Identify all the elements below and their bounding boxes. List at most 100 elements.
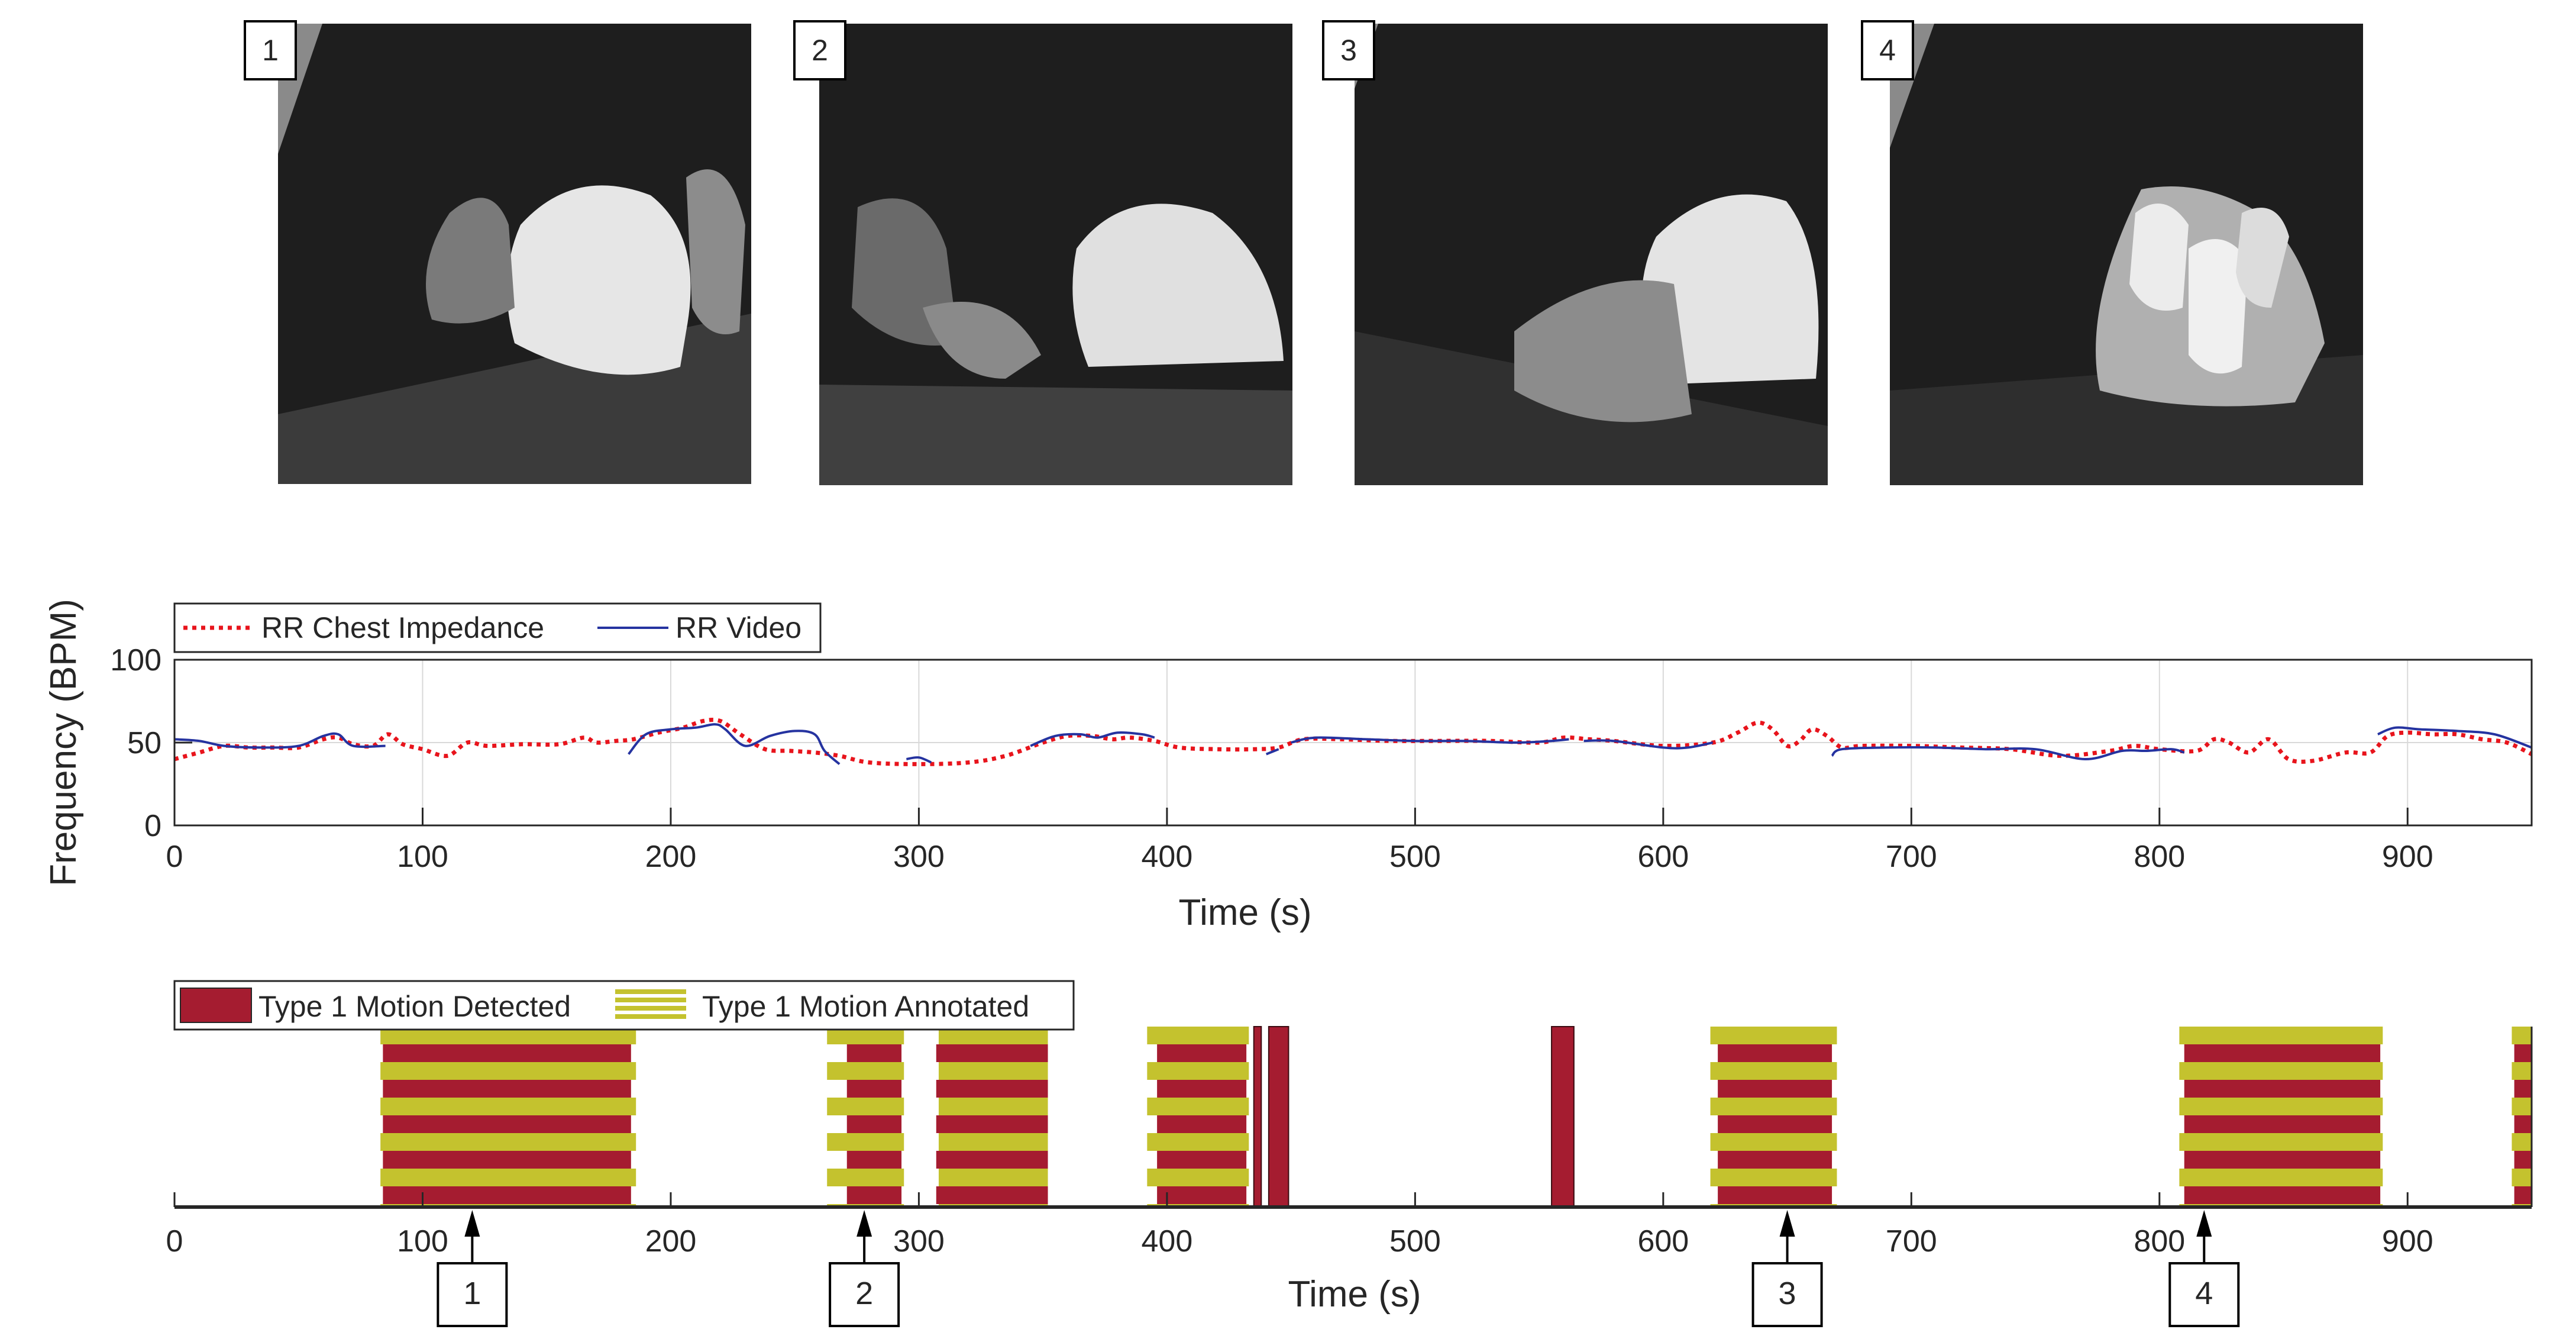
motion-annotated-stripe	[1147, 1169, 1249, 1186]
legend-label-chest: RR Chest Impedance	[261, 611, 544, 644]
line-rr-video-segment	[906, 756, 932, 764]
motion-annotated-stripe	[827, 1098, 904, 1115]
panel-floor	[819, 385, 1292, 485]
infant-limb	[686, 169, 745, 334]
x-axis-ticks: 0 100 200 300 400 500 600 700 800 900	[166, 808, 2433, 874]
x-tick-label: 600	[1637, 840, 1689, 874]
motion-detected-stripe	[1718, 1186, 1832, 1204]
x-tick-label: 200	[645, 1224, 697, 1259]
motion-annotated-stripe	[2179, 1133, 2383, 1151]
y-axis-ticks: 0 50 100	[110, 643, 192, 843]
motion-annotated-stripe	[1147, 1098, 1249, 1115]
x-tick-label: 100	[397, 840, 448, 874]
motion-detected-stripe	[846, 1044, 902, 1062]
infant-limb	[426, 198, 515, 324]
marker-label: 4	[2195, 1276, 2213, 1311]
motion-detected-stripe	[1718, 1044, 1832, 1062]
x-tick-label: 0	[166, 840, 183, 874]
legend-annotated-stripe	[615, 998, 686, 1002]
motion-detected-stripe	[936, 1115, 1048, 1133]
motion-detected-stripe	[383, 1044, 631, 1062]
line-rr-video-segment	[2377, 726, 2532, 749]
thermal-panels: 1 2 3 4	[244, 20, 2363, 485]
time-markers: 1 2 3 4	[437, 1210, 2240, 1327]
line-rr-video-segment	[1265, 748, 1279, 756]
motion-detected-stripe	[1157, 1044, 1247, 1062]
motion-annotated-stripe	[938, 1062, 1048, 1080]
x-axis-label: Time (s)	[1179, 892, 1312, 933]
marker-arrow-head	[1779, 1210, 1795, 1237]
motion-detected-stripe	[2514, 1186, 2532, 1204]
panel-label: 2	[812, 34, 828, 67]
x-tick-label: 300	[893, 840, 945, 874]
motion-annotated-stripe	[2512, 1027, 2532, 1044]
x-tick-label: 900	[2382, 1224, 2433, 1259]
motion-annotated-stripe	[1710, 1098, 1837, 1115]
x-axis-label: Time (s)	[1288, 1274, 1421, 1315]
motion-annotated-stripe	[938, 1169, 1048, 1186]
motion-annotated-stripe	[1710, 1062, 1837, 1080]
x-tick-label: 400	[1142, 840, 1193, 874]
infant-body	[1072, 204, 1284, 367]
motion-annotated-stripe	[380, 1062, 636, 1080]
motion-annotated-stripe	[827, 1062, 904, 1080]
series-rr-chest-impedance	[174, 717, 2533, 766]
marker-arrow-head	[856, 1210, 872, 1237]
motion-detected-stripe	[2184, 1115, 2381, 1133]
legend: Type 1 Motion Detected Type 1 Motion Ann…	[173, 980, 1075, 1031]
x-tick-label: 500	[1389, 1224, 1441, 1259]
motion-annotated-stripe	[2179, 1062, 2383, 1080]
motion-detected-stripe	[383, 1151, 631, 1169]
legend-label-detected: Type 1 Motion Detected	[258, 990, 571, 1023]
motion-annotated-stripe	[2512, 1062, 2532, 1080]
motion-detected-stripe	[2184, 1080, 2381, 1098]
respiratory-rate-chart: 0 100 200 300 400 500 600 700 800 900 0 50 100 Time…	[43, 599, 2533, 933]
panel-label-box	[244, 20, 297, 80]
infant-body	[507, 185, 691, 375]
motion-annotated-stripe	[1710, 1133, 1837, 1151]
line-rr-video-segment	[1831, 746, 2185, 761]
legend-annotated-stripe	[615, 1014, 686, 1019]
thermal-image-panel-3: 3	[1322, 20, 1828, 485]
motion-annotated-stripe	[1710, 1169, 1837, 1186]
x-tick-label: 800	[2134, 1224, 2185, 1259]
legend-label-annotated: Type 1 Motion Annotated	[702, 990, 1029, 1023]
motion-annotated-stripe	[1147, 1133, 1249, 1151]
marker-box	[1751, 1262, 1823, 1327]
motion-detected-stripe	[846, 1080, 902, 1098]
series-type1-motion-detected	[383, 1026, 2532, 1208]
motion-detected-stripe	[1157, 1186, 1247, 1204]
legend: RR Chest Impedance RR Video	[173, 602, 822, 653]
motion-annotated-stripe	[380, 1169, 636, 1186]
y-tick-label: 0	[144, 809, 161, 843]
line-rr-video-segment	[628, 723, 841, 765]
motion-detected-stripe	[383, 1115, 631, 1133]
x-tick-label: 300	[893, 1224, 945, 1259]
thermal-image-panel-1: 1	[244, 20, 751, 484]
legend-label-video: RR Video	[675, 611, 801, 644]
infant-face	[2189, 239, 2248, 374]
motion-annotated-stripe	[2512, 1098, 2532, 1115]
marker-box	[2168, 1262, 2240, 1327]
legend-annotated-stripe	[615, 1006, 686, 1011]
motion-detected-stripe	[1157, 1115, 1247, 1133]
y-axis-label: Frequency (BPM)	[43, 599, 84, 886]
motion-detected-stripe	[2184, 1151, 2381, 1169]
motion-detected-stripe	[936, 1151, 1048, 1169]
marker-arrow-head	[464, 1210, 480, 1237]
motion-detected-stripe	[846, 1186, 902, 1204]
marker-label: 1	[463, 1276, 481, 1311]
x-tick-label: 700	[1886, 1224, 1937, 1259]
motion-annotated-stripe	[380, 1098, 636, 1115]
motion-annotated-stripe	[2179, 1169, 2383, 1186]
panel-label-box	[793, 20, 846, 80]
motion-detected-stripe	[2184, 1044, 2381, 1062]
motion-detected-bar	[1551, 1026, 1575, 1208]
motion-annotated-stripe	[380, 1133, 636, 1151]
line-rr-video-segment	[174, 732, 386, 749]
motion-detected-stripe	[383, 1186, 631, 1204]
motion-annotated-stripe	[1147, 1062, 1249, 1080]
series-rr-video	[174, 723, 2532, 765]
x-tick-label: 600	[1637, 1224, 1689, 1259]
